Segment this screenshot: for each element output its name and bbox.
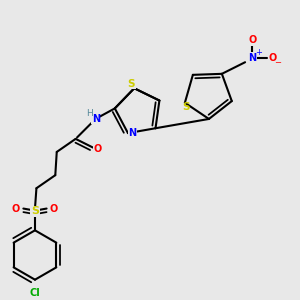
- Text: S: S: [31, 206, 39, 217]
- Text: +: +: [255, 48, 262, 57]
- Text: Cl: Cl: [30, 288, 40, 298]
- Text: O: O: [93, 144, 101, 154]
- Text: S: S: [183, 102, 190, 112]
- Text: O: O: [50, 204, 58, 214]
- Text: O: O: [268, 53, 277, 63]
- Text: H: H: [86, 109, 93, 118]
- Text: O: O: [12, 204, 20, 214]
- Text: O: O: [248, 35, 256, 45]
- Text: S: S: [128, 79, 135, 89]
- Text: N: N: [248, 53, 256, 63]
- Text: N: N: [92, 114, 100, 124]
- Text: N: N: [128, 128, 136, 138]
- Text: −: −: [274, 58, 281, 67]
